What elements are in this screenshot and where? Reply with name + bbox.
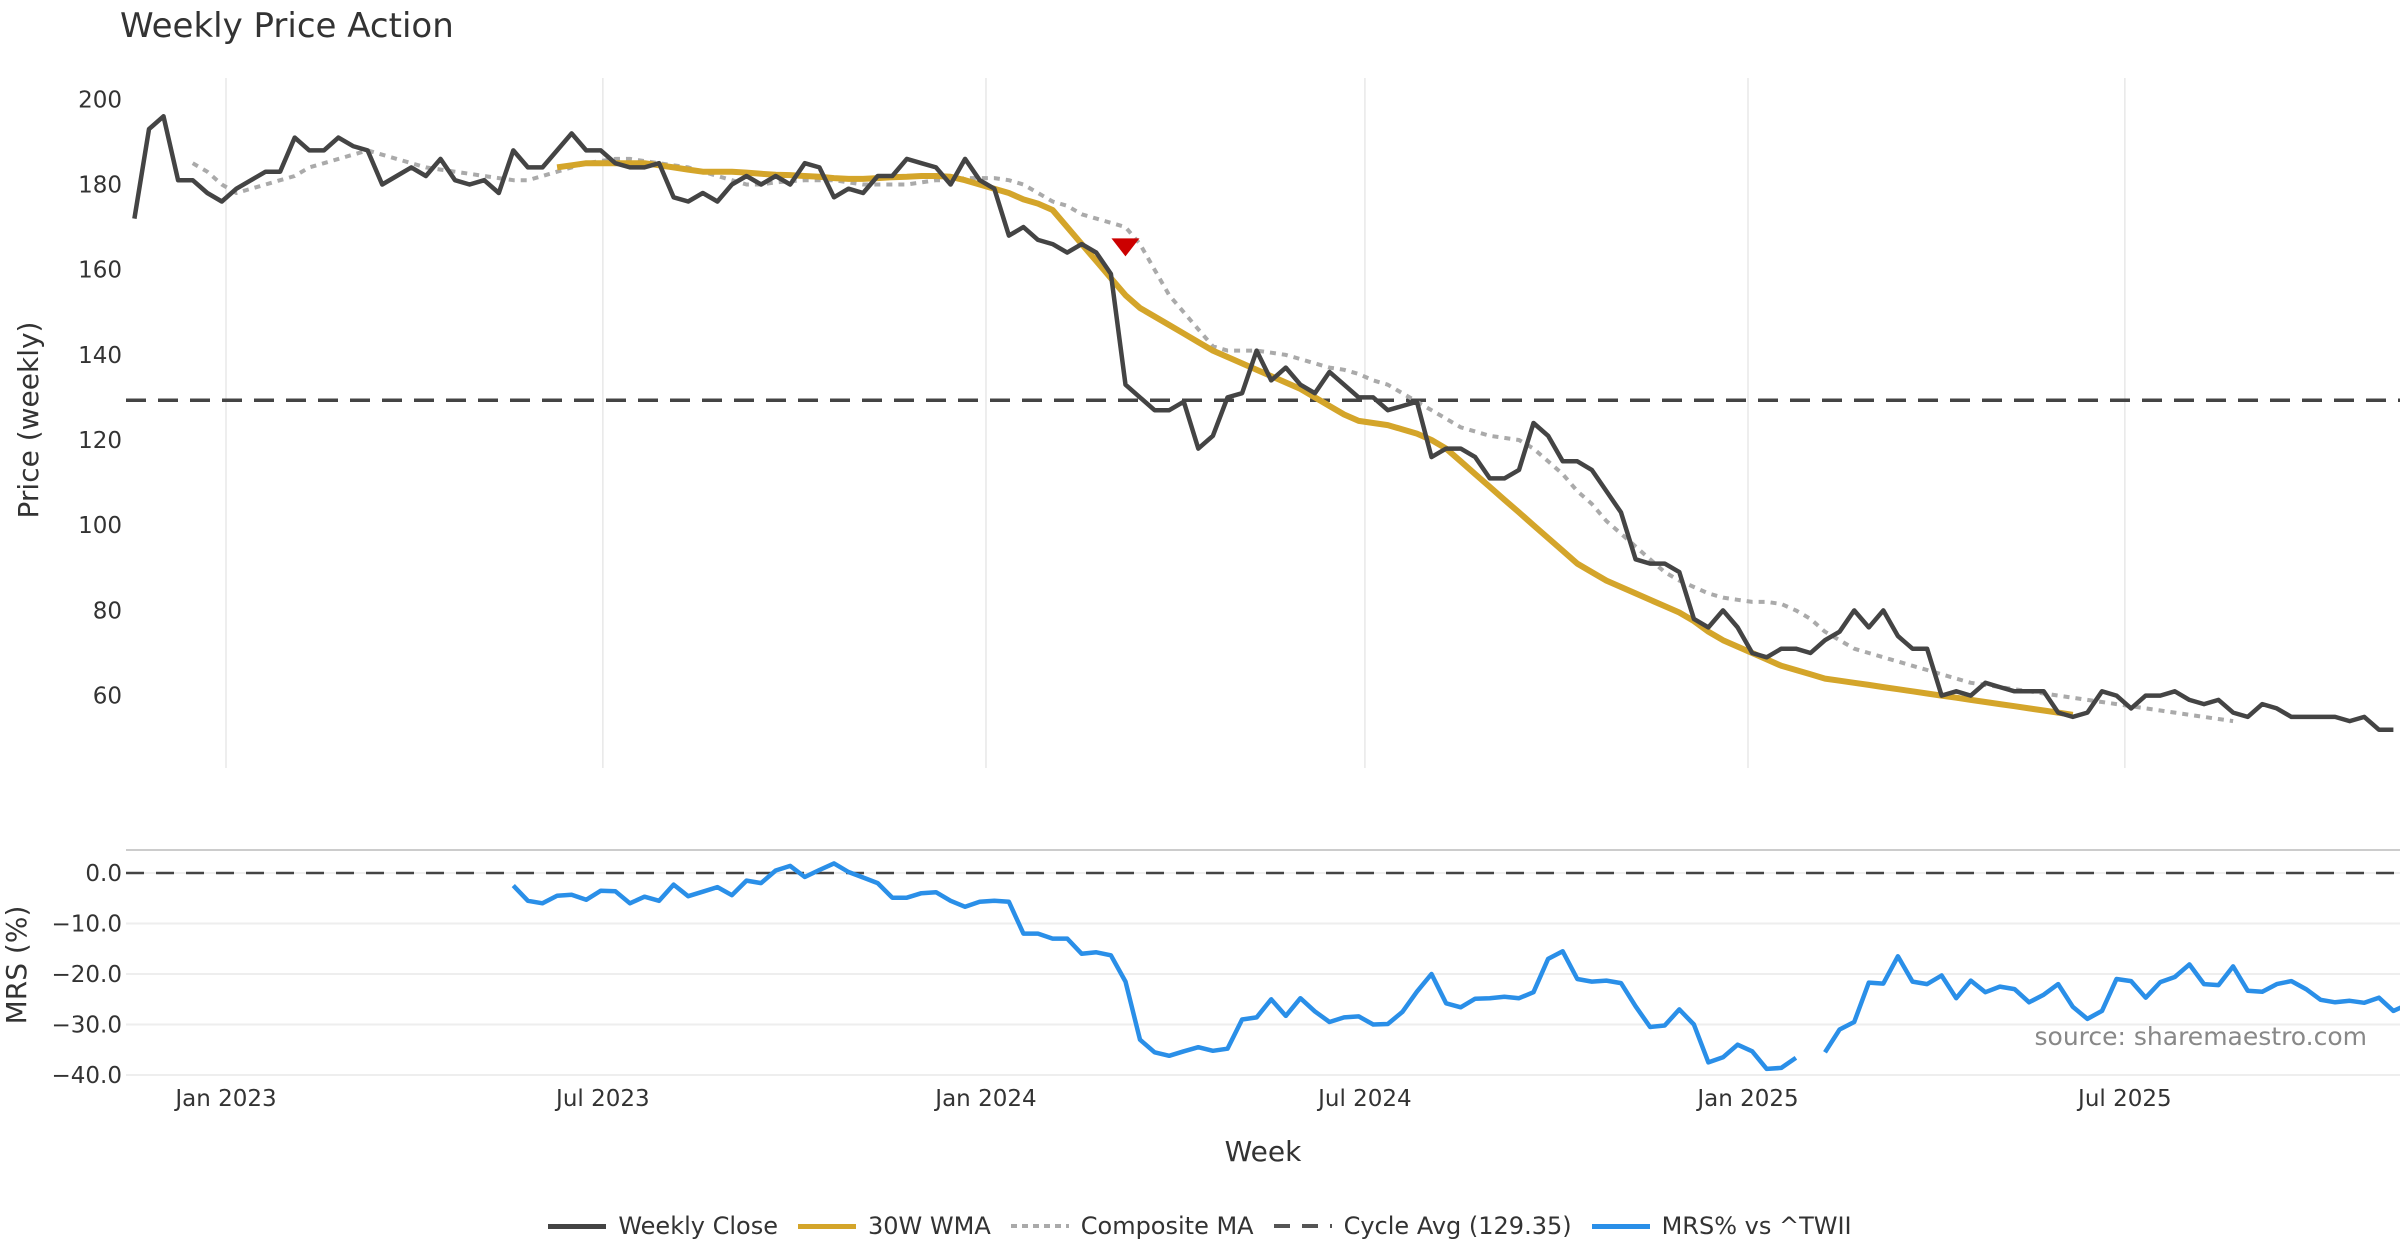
price-y-tick-label: 160 <box>78 258 122 284</box>
price-y-tick-label: 180 <box>78 172 122 198</box>
legend-label: MRS% vs ^TWII <box>1661 1212 1852 1240</box>
legend-label: Cycle Avg (129.35) <box>1343 1212 1572 1240</box>
x-tick-label: Jul 2023 <box>554 1086 650 1112</box>
legend-item: 30W WMA <box>797 1212 991 1240</box>
legend-label: Weekly Close <box>618 1212 778 1240</box>
grid-layer <box>126 78 2400 1076</box>
axes: Jan 2023 Jul 2023 Jan 2024 Jul 2024 Jan 2025… <box>52 87 2172 1112</box>
mrs-y-tick-label: 0.0 <box>85 861 122 887</box>
weekly-close-line <box>132 114 2394 732</box>
legend-item: Cycle Avg (129.35) <box>1273 1212 1572 1240</box>
price-y-tick-label: 60 <box>93 684 122 710</box>
price-y-tick-label: 140 <box>78 343 122 369</box>
x-axis-label: Week <box>1225 1135 1302 1168</box>
mrs-panel <box>126 861 2400 1072</box>
legend-label: 30W WMA <box>867 1212 991 1240</box>
legend-item: Composite MA <box>1010 1212 1254 1240</box>
x-tick-label: Jan 2025 <box>1695 1086 1798 1112</box>
x-tick-label: Jan 2024 <box>933 1086 1036 1112</box>
price-y-tick-label: 120 <box>78 428 122 454</box>
mrs-y-tick-label: −20.0 <box>52 962 122 988</box>
chart-title: Weekly Price Action <box>120 6 454 46</box>
source-annotation: source: sharemaestro.com <box>2035 1022 2368 1051</box>
x-tick-label: Jul 2024 <box>1316 1086 1412 1112</box>
legend-swatch <box>1273 1219 1332 1233</box>
mrs-line <box>1823 954 2400 1054</box>
mrs-y-tick-label: −30.0 <box>52 1013 122 1039</box>
price-y-tick-label: 200 <box>78 87 122 113</box>
sell-signal-marker <box>1111 238 1140 257</box>
x-tick-label: Jan 2023 <box>173 1086 276 1112</box>
mrs-y-tick-label: −40.0 <box>52 1063 122 1089</box>
mrs-line <box>511 861 1798 1072</box>
composite-ma-line <box>191 148 2234 724</box>
legend-swatch <box>1010 1219 1069 1233</box>
legend-item: MRS% vs ^TWII <box>1591 1212 1852 1240</box>
x-tick-label: Jul 2025 <box>2076 1086 2172 1112</box>
legend-swatch <box>1591 1219 1650 1233</box>
price-y-tick-label: 80 <box>93 598 122 624</box>
mrs-y-tick-label: −10.0 <box>52 912 122 938</box>
legend-swatch <box>548 1219 607 1233</box>
price-y-tick-label: 100 <box>78 513 122 539</box>
legend-label: Composite MA <box>1080 1212 1254 1240</box>
wma-30w-line <box>556 160 2074 718</box>
legend-item: Weekly Close <box>548 1212 778 1240</box>
legend-swatch <box>797 1219 856 1233</box>
legend: Weekly Close 30W WMA Composite MA Cycle Avg… <box>0 1212 2400 1240</box>
price-panel <box>126 114 2400 732</box>
price-y-axis-label: Price (weekly) <box>12 322 45 519</box>
mrs-y-axis-label: MRS (%) <box>0 906 33 1025</box>
